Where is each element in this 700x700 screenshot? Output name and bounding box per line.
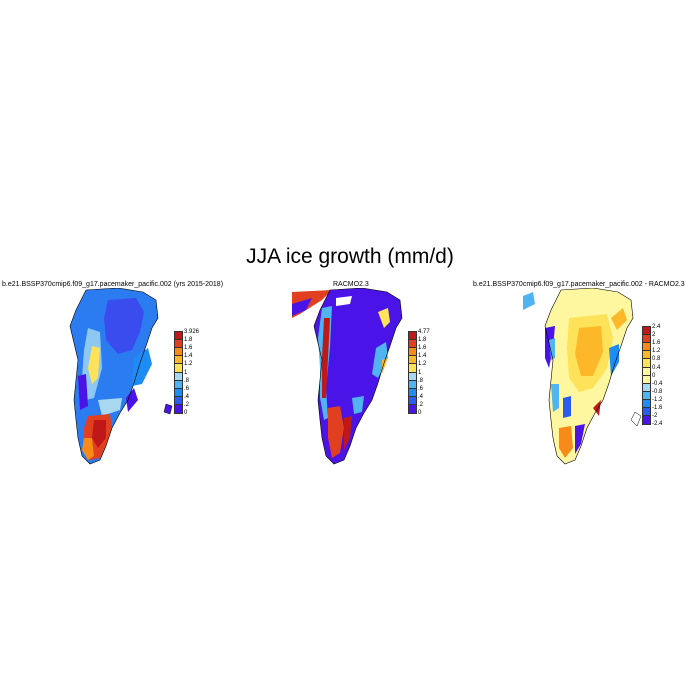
- colorbar-tick-label: -0.8: [652, 388, 663, 395]
- greenland-map-racmo: [292, 288, 403, 465]
- colorbar-tick-label: .6: [418, 385, 424, 392]
- colorbar-tick-label: 2.4: [652, 324, 661, 330]
- colorbar-segment: [642, 374, 651, 385]
- colorbar-tick-label: 1.4: [184, 353, 193, 360]
- colorbar-segment: [408, 395, 417, 406]
- colorbar-tick-label: 4.77: [418, 329, 430, 335]
- colorbar-segment: [642, 325, 651, 337]
- colorbar-segment: [174, 379, 183, 390]
- colorbar-segment: [408, 371, 417, 382]
- colorbar-segment: [642, 358, 651, 369]
- colorbar-tick-label: 1.2: [652, 348, 661, 355]
- colorbar-tick-label: 1.6: [184, 345, 193, 352]
- colorbar-tick-label: .8: [184, 377, 190, 384]
- panel-title-racmo: RACMO2.3: [333, 281, 369, 288]
- colorbar-segment: [408, 363, 417, 374]
- colorbar-segment: [174, 347, 183, 358]
- colorbar-tick-label: 0: [184, 410, 188, 416]
- figure-title: JJA ice growth (mm/d): [246, 245, 454, 268]
- colorbar-tick-label: 0.4: [652, 364, 661, 371]
- colorbar-segment: [408, 387, 417, 398]
- colorbar-tick-label: .4: [418, 393, 424, 400]
- coastline-racmo: [313, 288, 403, 465]
- colorbar-tick-label: 1: [184, 369, 188, 376]
- colorbar-segment: [642, 350, 651, 361]
- colorbar-tick-label: 1.4: [418, 353, 427, 360]
- colorbar-tick-label: -1.2: [652, 396, 663, 403]
- colorbar-segment: [174, 387, 183, 398]
- map-field-difference: [523, 288, 633, 464]
- colorbar-segment: [642, 390, 651, 401]
- panel-title-difference: b.e21.BSSP370cmip6.f09_g17.pacemaker_pac…: [473, 281, 685, 288]
- colorbar-tick-label: .2: [184, 401, 190, 408]
- colorbar-tick-label: .6: [184, 385, 190, 392]
- colorbar-segment: [174, 355, 183, 366]
- colorbar-tick-label: 1.2: [184, 361, 193, 368]
- colorbar-segment: [408, 347, 417, 358]
- colorbar-segment: [408, 339, 417, 350]
- colorbar-tick-label: 0: [418, 410, 422, 416]
- colorbar-segment: [408, 330, 417, 342]
- colorbar-segment: [642, 415, 651, 426]
- colorbar-segment: [174, 363, 183, 374]
- colorbar-segment: [642, 342, 651, 353]
- colorbar-tick-label: -0.4: [652, 380, 663, 387]
- island-difference: [630, 411, 642, 427]
- colorbar-tick-label: 3.926: [184, 329, 200, 335]
- colorbar-tick-label: 0: [652, 372, 656, 379]
- colorbar-segment: [174, 403, 183, 414]
- colorbar-segment: [642, 406, 651, 418]
- colorbar-segment: [408, 355, 417, 366]
- colorbar-segment: [642, 382, 651, 393]
- map-field-model: [70, 288, 158, 464]
- colorbar-tick-label: .4: [184, 393, 190, 400]
- colorbar-tick-label: .2: [418, 401, 424, 408]
- colorbar-segment: [174, 395, 183, 406]
- colorbar-tick-label: .8: [418, 377, 424, 384]
- colorbar-racmo: 4.77 1.8 1.6 1.4 1.2 1.8.6.4.2 0: [408, 329, 449, 421]
- colorbar-segment: [174, 330, 183, 342]
- greenland-map-difference: [523, 288, 642, 465]
- greenland-map-model: [69, 288, 173, 465]
- colorbar-tick-label: -2.4: [652, 421, 663, 428]
- panel-title-model: b.e21.BSSP370cmip6.f09_g17.pacemaker_pac…: [2, 281, 224, 288]
- colorbar-segment: [642, 398, 651, 409]
- colorbar-segment: [642, 334, 651, 345]
- colorbar-segment: [174, 339, 183, 350]
- colorbar-tick-label: 1: [418, 369, 422, 376]
- colorbar-difference: 2.4 2 1.6 1.2 0.8 0.4 0 -0.4 -0.8 -1.2 -1.6 -2 -2.4: [642, 324, 683, 432]
- coastline-difference: [544, 288, 634, 465]
- colorbar-tick-label: 1.2: [418, 361, 427, 368]
- colorbar-tick-label: 0.8: [652, 356, 661, 363]
- colorbar-tick-label: 1.8: [418, 337, 427, 344]
- colorbar-tick-label: -1.6: [652, 405, 663, 411]
- colorbar-model: 3.926 1.8 1.6 1.4 1.2 1.8.6.4.2 0: [174, 329, 215, 421]
- colorbar-tick-label: 1.6: [652, 340, 661, 347]
- coastline-model: [69, 288, 159, 465]
- colorbar-tick-label: 2: [652, 332, 656, 339]
- colorbar-segment: [408, 403, 417, 414]
- colorbar-segment: [408, 379, 417, 390]
- colorbar-tick-label: -2: [652, 413, 658, 420]
- colorbar-tick-label: 1.6: [418, 345, 427, 352]
- island-model: [163, 403, 173, 415]
- colorbar-tick-label: 1.8: [184, 337, 193, 344]
- map-field-racmo: [292, 288, 402, 464]
- colorbar-segment: [174, 371, 183, 382]
- colorbar-segment: [642, 366, 651, 377]
